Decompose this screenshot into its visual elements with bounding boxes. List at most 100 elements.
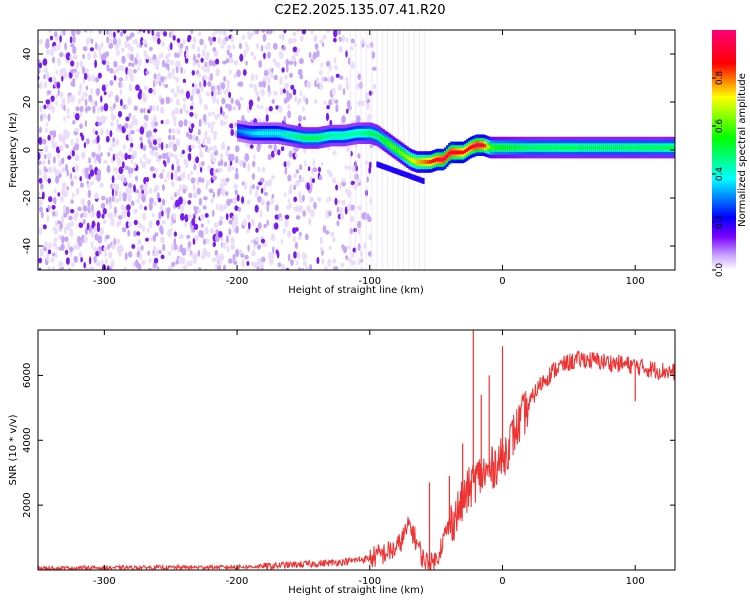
ridge-cell xyxy=(296,134,300,139)
noise-cell xyxy=(326,197,329,204)
ridge-cell xyxy=(320,135,324,140)
noise-cell xyxy=(212,46,216,52)
ridge-cell xyxy=(414,175,417,181)
noise-cell xyxy=(256,258,262,266)
noise-cell xyxy=(114,197,120,203)
noise-cell xyxy=(229,69,232,75)
ridge-cell xyxy=(631,145,634,150)
ridge-cell xyxy=(609,145,612,150)
noise-cell xyxy=(63,226,67,234)
noise-cell xyxy=(171,128,176,134)
ridge-cell xyxy=(511,145,515,150)
noise-cell xyxy=(83,142,87,149)
noise-cell xyxy=(230,153,235,162)
ridge-cell xyxy=(503,145,507,150)
noise-cell xyxy=(135,84,140,91)
noise-cell xyxy=(293,196,298,203)
noise-cell xyxy=(262,79,267,89)
noise-cell xyxy=(274,214,280,220)
noise-cell xyxy=(72,78,76,83)
ridge-cell xyxy=(334,133,337,138)
noise-cell xyxy=(260,187,264,194)
ridge-cell xyxy=(266,131,270,136)
noise-cell xyxy=(38,267,42,270)
noise-cell xyxy=(257,166,261,173)
noise-cell xyxy=(273,90,278,96)
noise-cell xyxy=(68,215,73,221)
ridge-cell xyxy=(583,145,586,150)
noise-cell xyxy=(336,206,340,213)
noise-cell xyxy=(272,30,275,33)
noise-cell xyxy=(139,203,143,210)
noise-cell xyxy=(351,251,355,258)
noise-cell xyxy=(111,142,116,148)
noise-cell xyxy=(165,53,169,60)
noise-cell xyxy=(38,67,41,75)
noise-cell xyxy=(160,142,164,151)
noise-cell xyxy=(112,69,117,76)
noise-cell xyxy=(158,136,162,144)
noise-cell xyxy=(132,261,136,268)
noise-cell xyxy=(192,83,195,88)
noise-cell xyxy=(80,257,83,263)
noise-cell xyxy=(156,31,161,38)
noise-cell xyxy=(270,233,276,242)
noise-cell xyxy=(148,87,153,94)
noise-cell xyxy=(72,46,77,54)
noise-cell xyxy=(135,175,138,182)
ridge-cell xyxy=(667,145,670,150)
noise-cell xyxy=(91,151,96,158)
noise-cell xyxy=(176,88,181,94)
noise-cell xyxy=(181,247,187,256)
noise-cell xyxy=(299,164,303,171)
noise-cell xyxy=(345,50,348,58)
noise-cell xyxy=(118,251,122,257)
noise-cell xyxy=(239,96,244,101)
noise-cell xyxy=(319,39,324,44)
noise-cell xyxy=(110,259,115,268)
noise-cell xyxy=(149,57,154,64)
noise-cell xyxy=(168,128,172,134)
noise-cell xyxy=(65,144,69,149)
noise-cell xyxy=(219,119,224,127)
noise-cell xyxy=(238,42,243,50)
noise-cell xyxy=(118,77,124,82)
ridge-cell xyxy=(487,145,491,149)
x-tick-label: 0 xyxy=(499,276,505,287)
noise-cell xyxy=(254,204,259,213)
noise-cell xyxy=(141,92,146,99)
noise-cell xyxy=(147,250,151,256)
noise-cell xyxy=(299,90,303,97)
ridge-cell xyxy=(382,138,385,142)
noise-cell xyxy=(317,197,322,202)
noise-cell xyxy=(133,162,137,169)
noise-cell xyxy=(147,30,150,34)
noise-cell xyxy=(233,73,237,79)
noise-cell xyxy=(175,76,180,83)
noise-cell xyxy=(77,89,82,96)
noise-cell xyxy=(89,169,95,177)
noise-cell xyxy=(115,138,119,146)
noise-cell xyxy=(38,39,43,45)
noise-cell xyxy=(144,114,149,122)
noise-cell xyxy=(350,61,355,70)
noise-cell xyxy=(225,177,230,182)
noise-cell xyxy=(334,65,338,70)
noise-cell xyxy=(140,245,144,251)
noise-cell xyxy=(232,121,236,130)
noise-cell xyxy=(233,260,238,265)
noise-cell xyxy=(138,30,143,32)
ridge-cell xyxy=(555,145,558,150)
noise-cell xyxy=(209,146,214,151)
noise-cell xyxy=(148,130,152,137)
noise-cell xyxy=(148,202,153,211)
noise-cell xyxy=(122,144,126,150)
noise-cell xyxy=(166,212,170,220)
noise-cell xyxy=(261,88,265,97)
ridge-cell xyxy=(515,145,519,150)
noise-cell xyxy=(371,66,377,71)
ridge-cell xyxy=(603,145,606,150)
ridge-cell xyxy=(336,133,339,138)
noise-cell xyxy=(127,154,132,159)
noise-cell xyxy=(188,133,193,140)
